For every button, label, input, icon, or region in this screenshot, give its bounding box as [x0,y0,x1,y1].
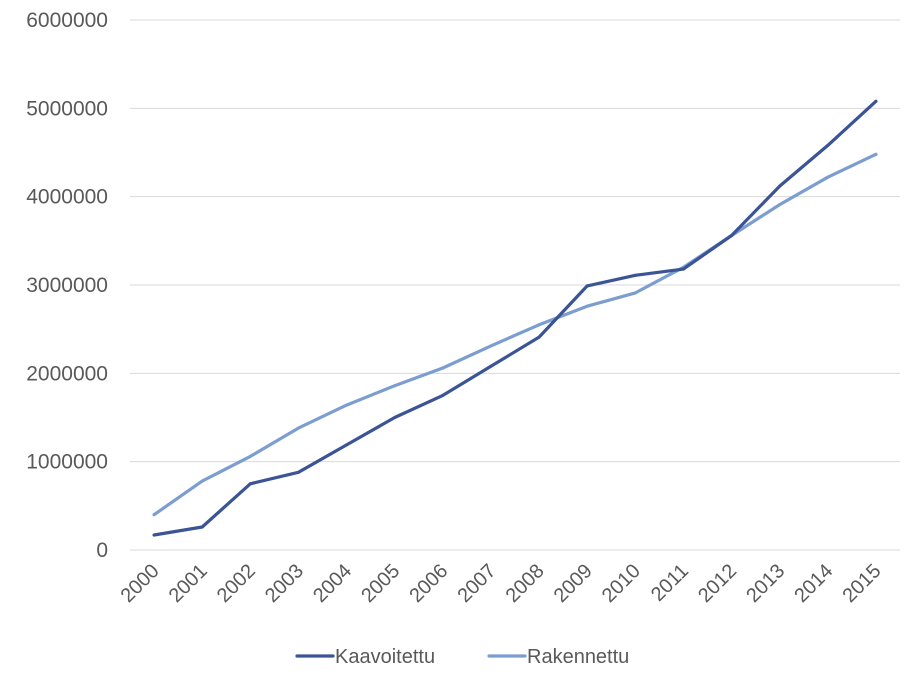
x-tick-label: 2000 [117,560,164,607]
series-lines [152,99,878,537]
data-point-rakennettu [778,203,782,207]
data-point-rakennettu [345,403,349,407]
y-tick-label: 0 [96,539,108,562]
data-point-kaavoitettu [826,143,830,147]
x-tick-label: 2010 [598,560,645,607]
data-point-rakennettu [296,426,300,430]
data-point-rakennettu [200,479,204,483]
data-point-rakennettu [874,152,878,156]
y-tick-label: 5000000 [26,97,108,120]
data-point-kaavoitettu [537,335,541,339]
y-tick-label: 3000000 [26,274,108,297]
x-tick-label: 2008 [502,560,549,607]
x-tick-label: 2014 [790,560,837,607]
series-line-rakennettu [152,152,878,517]
data-point-kaavoitettu [874,99,878,103]
data-point-rakennettu [489,344,493,348]
data-point-kaavoitettu [489,364,493,368]
data-point-kaavoitettu [152,533,156,537]
series-line-kaavoitettu [152,99,878,537]
y-tick-label: 2000000 [26,362,108,385]
data-point-rakennettu [248,454,252,458]
data-point-kaavoitettu [681,267,685,271]
data-point-rakennettu [633,291,637,295]
data-point-kaavoitettu [393,416,397,419]
data-point-rakennettu [537,323,541,327]
x-tick-label: 2006 [405,560,452,607]
data-point-kaavoitettu [248,482,252,486]
data-point-rakennettu [152,513,156,517]
x-tick-label: 2007 [453,560,500,607]
data-point-rakennettu [826,175,830,179]
x-tick-label: 2013 [742,560,789,607]
x-tick-label: 2015 [838,560,885,607]
legend: Kaavoitettu Rakennettu [295,646,629,668]
data-point-kaavoitettu [585,284,589,288]
x-tick-label: 2005 [357,560,404,607]
x-tick-label: 2009 [550,560,597,607]
data-point-rakennettu [441,366,445,370]
data-point-rakennettu [393,384,397,388]
x-tick-label: 2011 [647,560,693,606]
data-point-kaavoitettu [296,470,300,474]
y-tick-label: 1000000 [26,451,108,474]
data-point-kaavoitettu [730,234,734,238]
legend-label-rakennettu: Rakennettu [527,646,629,668]
data-point-rakennettu [585,304,589,308]
gridlines [130,19,900,551]
data-point-kaavoitettu [778,184,782,188]
data-point-kaavoitettu [633,273,637,277]
y-axis-tick-labels: 0 1000000 2000000 3000000 4000000 5000000 6000… [26,9,108,562]
x-tick-label: 2003 [261,560,308,607]
data-point-kaavoitettu [345,443,349,447]
data-point-kaavoitettu [200,525,204,529]
x-tick-label: 2012 [694,560,741,607]
data-point-kaavoitettu [441,393,445,397]
x-tick-label: 2001 [165,560,212,607]
x-tick-label: 2004 [309,560,356,607]
x-tick-label: 2002 [213,560,260,607]
y-tick-label: 6000000 [26,9,108,32]
legend-label-kaavoitettu: Kaavoitettu [335,646,435,668]
y-tick-label: 4000000 [26,186,108,209]
x-axis-tick-labels: 2000 2001 2002 2003 2004 2005 2006 2007 2008 2009… [117,560,886,607]
